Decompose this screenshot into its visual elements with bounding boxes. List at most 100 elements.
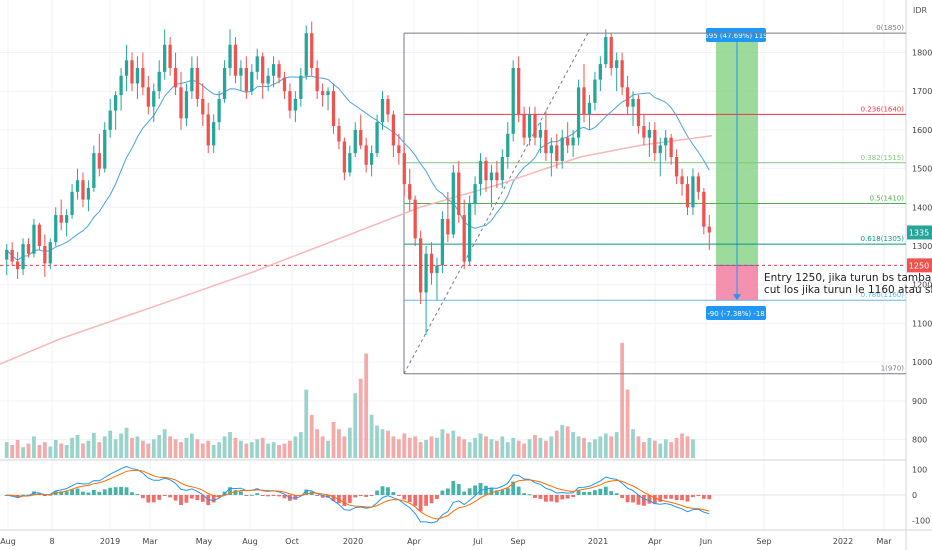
volume-bar [418,442,423,458]
entry-annotation-line-2: cut los jika turun le 1160 atau skitar 7… [764,284,932,296]
price-tick-label: 1600 [912,126,932,135]
macd-histogram-bar [663,495,668,499]
candle-body [707,226,711,233]
entry-price-box [907,258,932,273]
candle-body [576,87,581,138]
candle-body [86,187,91,200]
price-tick-label: 800 [912,436,927,445]
time-tick-label: Mar [142,537,158,546]
time-tick-label: Apr [407,537,422,546]
volume-bar [304,389,309,458]
price-tick-label: 1000 [912,358,932,367]
candle-body [462,215,466,262]
fib-level-label: 0(1850) [876,24,904,32]
volume-bar [59,443,64,458]
macd-histogram-bar [108,487,113,495]
volume-bar [505,442,510,458]
candle-body [669,137,673,157]
macd-histogram-bar [484,485,488,495]
volume-bar [603,433,608,458]
macd-histogram-bar [565,495,570,499]
volume-bar [467,442,472,458]
volume-bar [456,436,461,458]
macd-histogram-bar [391,492,396,495]
macd-histogram-bar [418,495,423,512]
price-axis[interactable]: 800 900 1000 1100 1200 1300 1400 1500 1600 1700 18… [912,49,932,445]
candle-body [468,203,472,262]
volume-bar [81,443,85,458]
time-tick-label: Jul [472,537,483,546]
macd-histogram-bar [315,495,320,496]
volume-bar [200,443,205,458]
volume-bar [642,442,646,458]
candle-body [380,98,385,123]
candle-body [168,44,172,68]
volume-bar [42,442,47,458]
moving-averages [0,75,713,365]
macd-histogram-bar [271,495,276,496]
candle-body [173,67,178,88]
macd-histogram-bar [543,495,548,502]
macd-histogram-bar [140,495,145,499]
candle-body [288,91,292,111]
fib-level-label: 0.382(1515) [861,154,905,162]
macd-histogram-bar [353,495,358,498]
candle-body [310,33,314,68]
volume-bar [331,422,336,458]
price-tick-label: 1100 [912,319,932,328]
volume-bar [173,439,178,458]
volume-bar [631,429,635,458]
candle-body [538,129,543,138]
volume-bar [48,446,53,458]
volume-bar [500,436,505,458]
candle-body [418,238,423,293]
macd-histogram-bar [445,488,450,495]
volume-bar [271,442,276,458]
macd-histogram-bar [102,489,107,495]
candle-body [261,56,265,84]
macd-histogram-bar [135,494,140,496]
fib-trend-line[interactable] [403,32,589,374]
macd-histogram-bar [522,493,527,495]
price-tick-label: 1400 [912,203,932,212]
macd-histogram-bar [652,495,657,505]
fibonacci-retracement[interactable]: 0(1850) 0.236(1640) 0.382(1515) 0.5(1410) 0.… [0,24,906,375]
candle-body [282,77,287,92]
macd-histogram-bar [429,495,434,504]
candle-body [331,91,336,127]
volume-bar [587,442,592,458]
candle-body [130,60,134,84]
macd-histogram-bar [685,495,690,502]
volume-bar [625,389,630,458]
volume-bar [369,414,374,458]
price-candles [5,21,711,336]
macd-histogram-bar [456,484,461,495]
fib-level-label: 1(970) [881,365,905,373]
volume-bar [636,436,641,458]
price-labels: 1335 1250 [907,225,932,273]
time-axis[interactable]: Aug 8 2019 Mar May Aug Oct 2020 Apr Jul Sep 2021 Apr… [0,537,892,546]
stop-label-box [706,306,766,320]
macd-histogram-bar [424,495,428,506]
volume-bar [75,434,80,458]
volume-bar [217,442,222,458]
candle-body [391,114,396,146]
volume-bar [658,443,663,458]
candle-body [146,87,150,107]
macd-histogram-bar [435,495,439,500]
macd-histogram-bar [239,491,243,495]
macd-histogram-bar [162,495,167,496]
macd-histogram-bar [478,482,483,495]
volume-bar [445,433,450,458]
volume-bar [206,440,211,458]
time-tick-label: Aug [242,537,258,546]
entry-annotation-line-1: Entry 1250, jika turun bs tambah lg mu [764,272,932,284]
volume-bar [108,430,113,458]
volume-bar [429,436,434,458]
volume-bar [685,436,690,458]
candle-body [555,145,559,161]
fib-level-label: 0.786(1160) [861,291,905,299]
macd-axis[interactable]: 100 0 -100 [912,466,930,526]
long-position-tool[interactable]: 595 (47.69%) 119 -90 (-7.38%) -18 [704,28,768,320]
